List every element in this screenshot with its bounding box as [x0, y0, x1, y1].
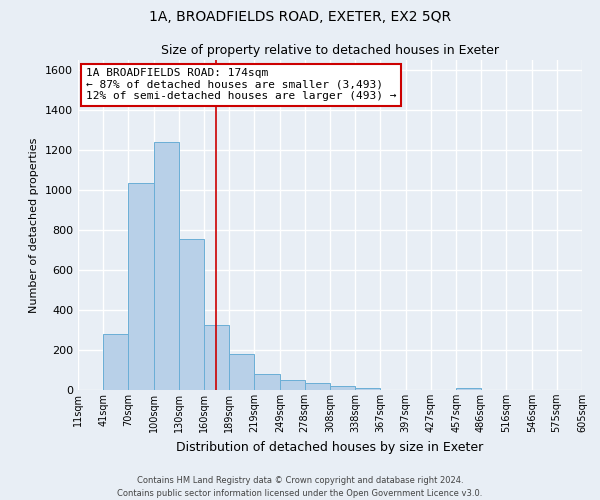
Bar [457, 388, 481, 390]
Bar [330, 386, 355, 390]
Bar [305, 383, 330, 390]
Bar [229, 354, 254, 390]
Bar [154, 142, 179, 390]
Text: 1A BROADFIELDS ROAD: 174sqm
← 87% of detached houses are smaller (3,493)
12% of : 1A BROADFIELDS ROAD: 174sqm ← 87% of det… [86, 68, 396, 102]
Bar [254, 374, 280, 390]
Bar [103, 334, 128, 390]
Text: Contains HM Land Registry data © Crown copyright and database right 2024.
Contai: Contains HM Land Registry data © Crown c… [118, 476, 482, 498]
Bar [128, 183, 154, 390]
Bar [179, 239, 205, 390]
Bar [280, 380, 305, 390]
Y-axis label: Number of detached properties: Number of detached properties [29, 138, 40, 312]
X-axis label: Distribution of detached houses by size in Exeter: Distribution of detached houses by size … [176, 440, 484, 454]
Bar [205, 325, 229, 390]
Bar [355, 388, 380, 390]
Title: Size of property relative to detached houses in Exeter: Size of property relative to detached ho… [161, 44, 499, 58]
Text: 1A, BROADFIELDS ROAD, EXETER, EX2 5QR: 1A, BROADFIELDS ROAD, EXETER, EX2 5QR [149, 10, 451, 24]
